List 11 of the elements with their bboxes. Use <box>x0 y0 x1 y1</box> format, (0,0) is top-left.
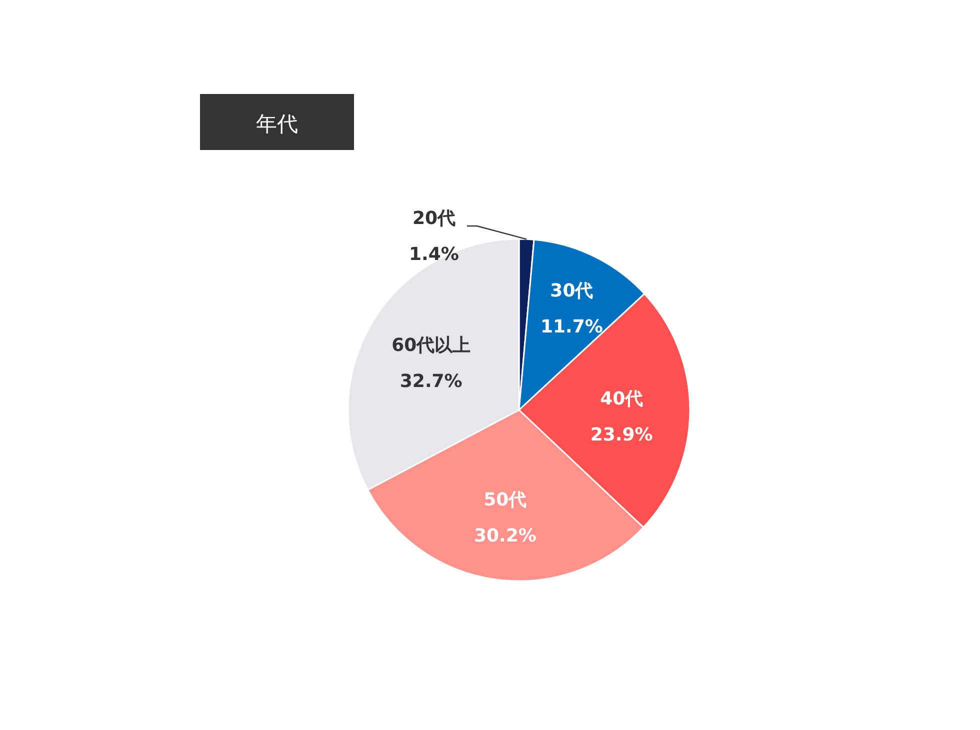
slice-label: 50代 <box>484 490 527 511</box>
data-label: 23.9% <box>590 424 653 446</box>
slice-label: 40代 <box>600 388 644 410</box>
slice-label: 30代 <box>550 280 594 302</box>
slice-label: 60代以上 <box>392 335 471 356</box>
data-label: 1.4% <box>409 244 459 265</box>
data-label: 11.7% <box>540 316 603 338</box>
title: 年代 <box>256 112 298 136</box>
slice-label: 20代 <box>412 208 456 229</box>
data-label: 32.7% <box>400 371 462 392</box>
data-label: 30.2% <box>474 526 536 547</box>
